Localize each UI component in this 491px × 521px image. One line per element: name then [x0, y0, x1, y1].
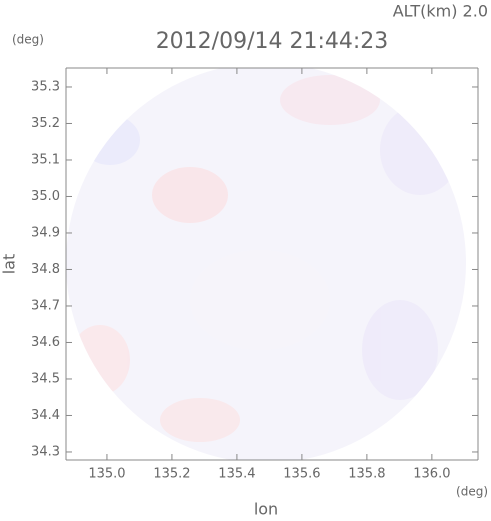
x-unit: (deg)	[456, 485, 488, 499]
x-tick-label: 135.6	[283, 467, 320, 482]
radar-field	[66, 68, 466, 460]
y-tick-label: 34.3	[31, 444, 60, 459]
y-tick-label: 34.8	[31, 262, 60, 277]
y-tick-label: 34.5	[31, 371, 60, 386]
y-tick-label: 34.9	[31, 225, 60, 240]
y-tick-label: 35.2	[31, 116, 60, 131]
x-tick-label: 136.0	[413, 467, 450, 482]
x-axis-label: lon	[254, 500, 278, 519]
chart-title: 2012/09/14 21:44:23	[156, 29, 389, 54]
x-tick-label: 135.8	[348, 467, 385, 482]
y-tick-label: 34.4	[31, 408, 60, 423]
y-tick-label: 35.3	[31, 79, 60, 94]
y-tick-label: 35.1	[31, 152, 60, 167]
y-axis-label: lat	[0, 254, 19, 275]
y-tick-label: 35.0	[31, 189, 60, 204]
x-tick-label: 135.4	[218, 467, 255, 482]
altitude-label: ALT(km) 2.0	[393, 2, 488, 21]
y-tick-label: 34.7	[31, 298, 60, 313]
x-tick-label: 135.0	[88, 467, 125, 482]
y-unit: (deg)	[12, 33, 44, 47]
y-tick-label: 34.6	[31, 335, 60, 350]
plot-frame	[65, 67, 479, 461]
x-tick-label: 135.2	[153, 467, 190, 482]
